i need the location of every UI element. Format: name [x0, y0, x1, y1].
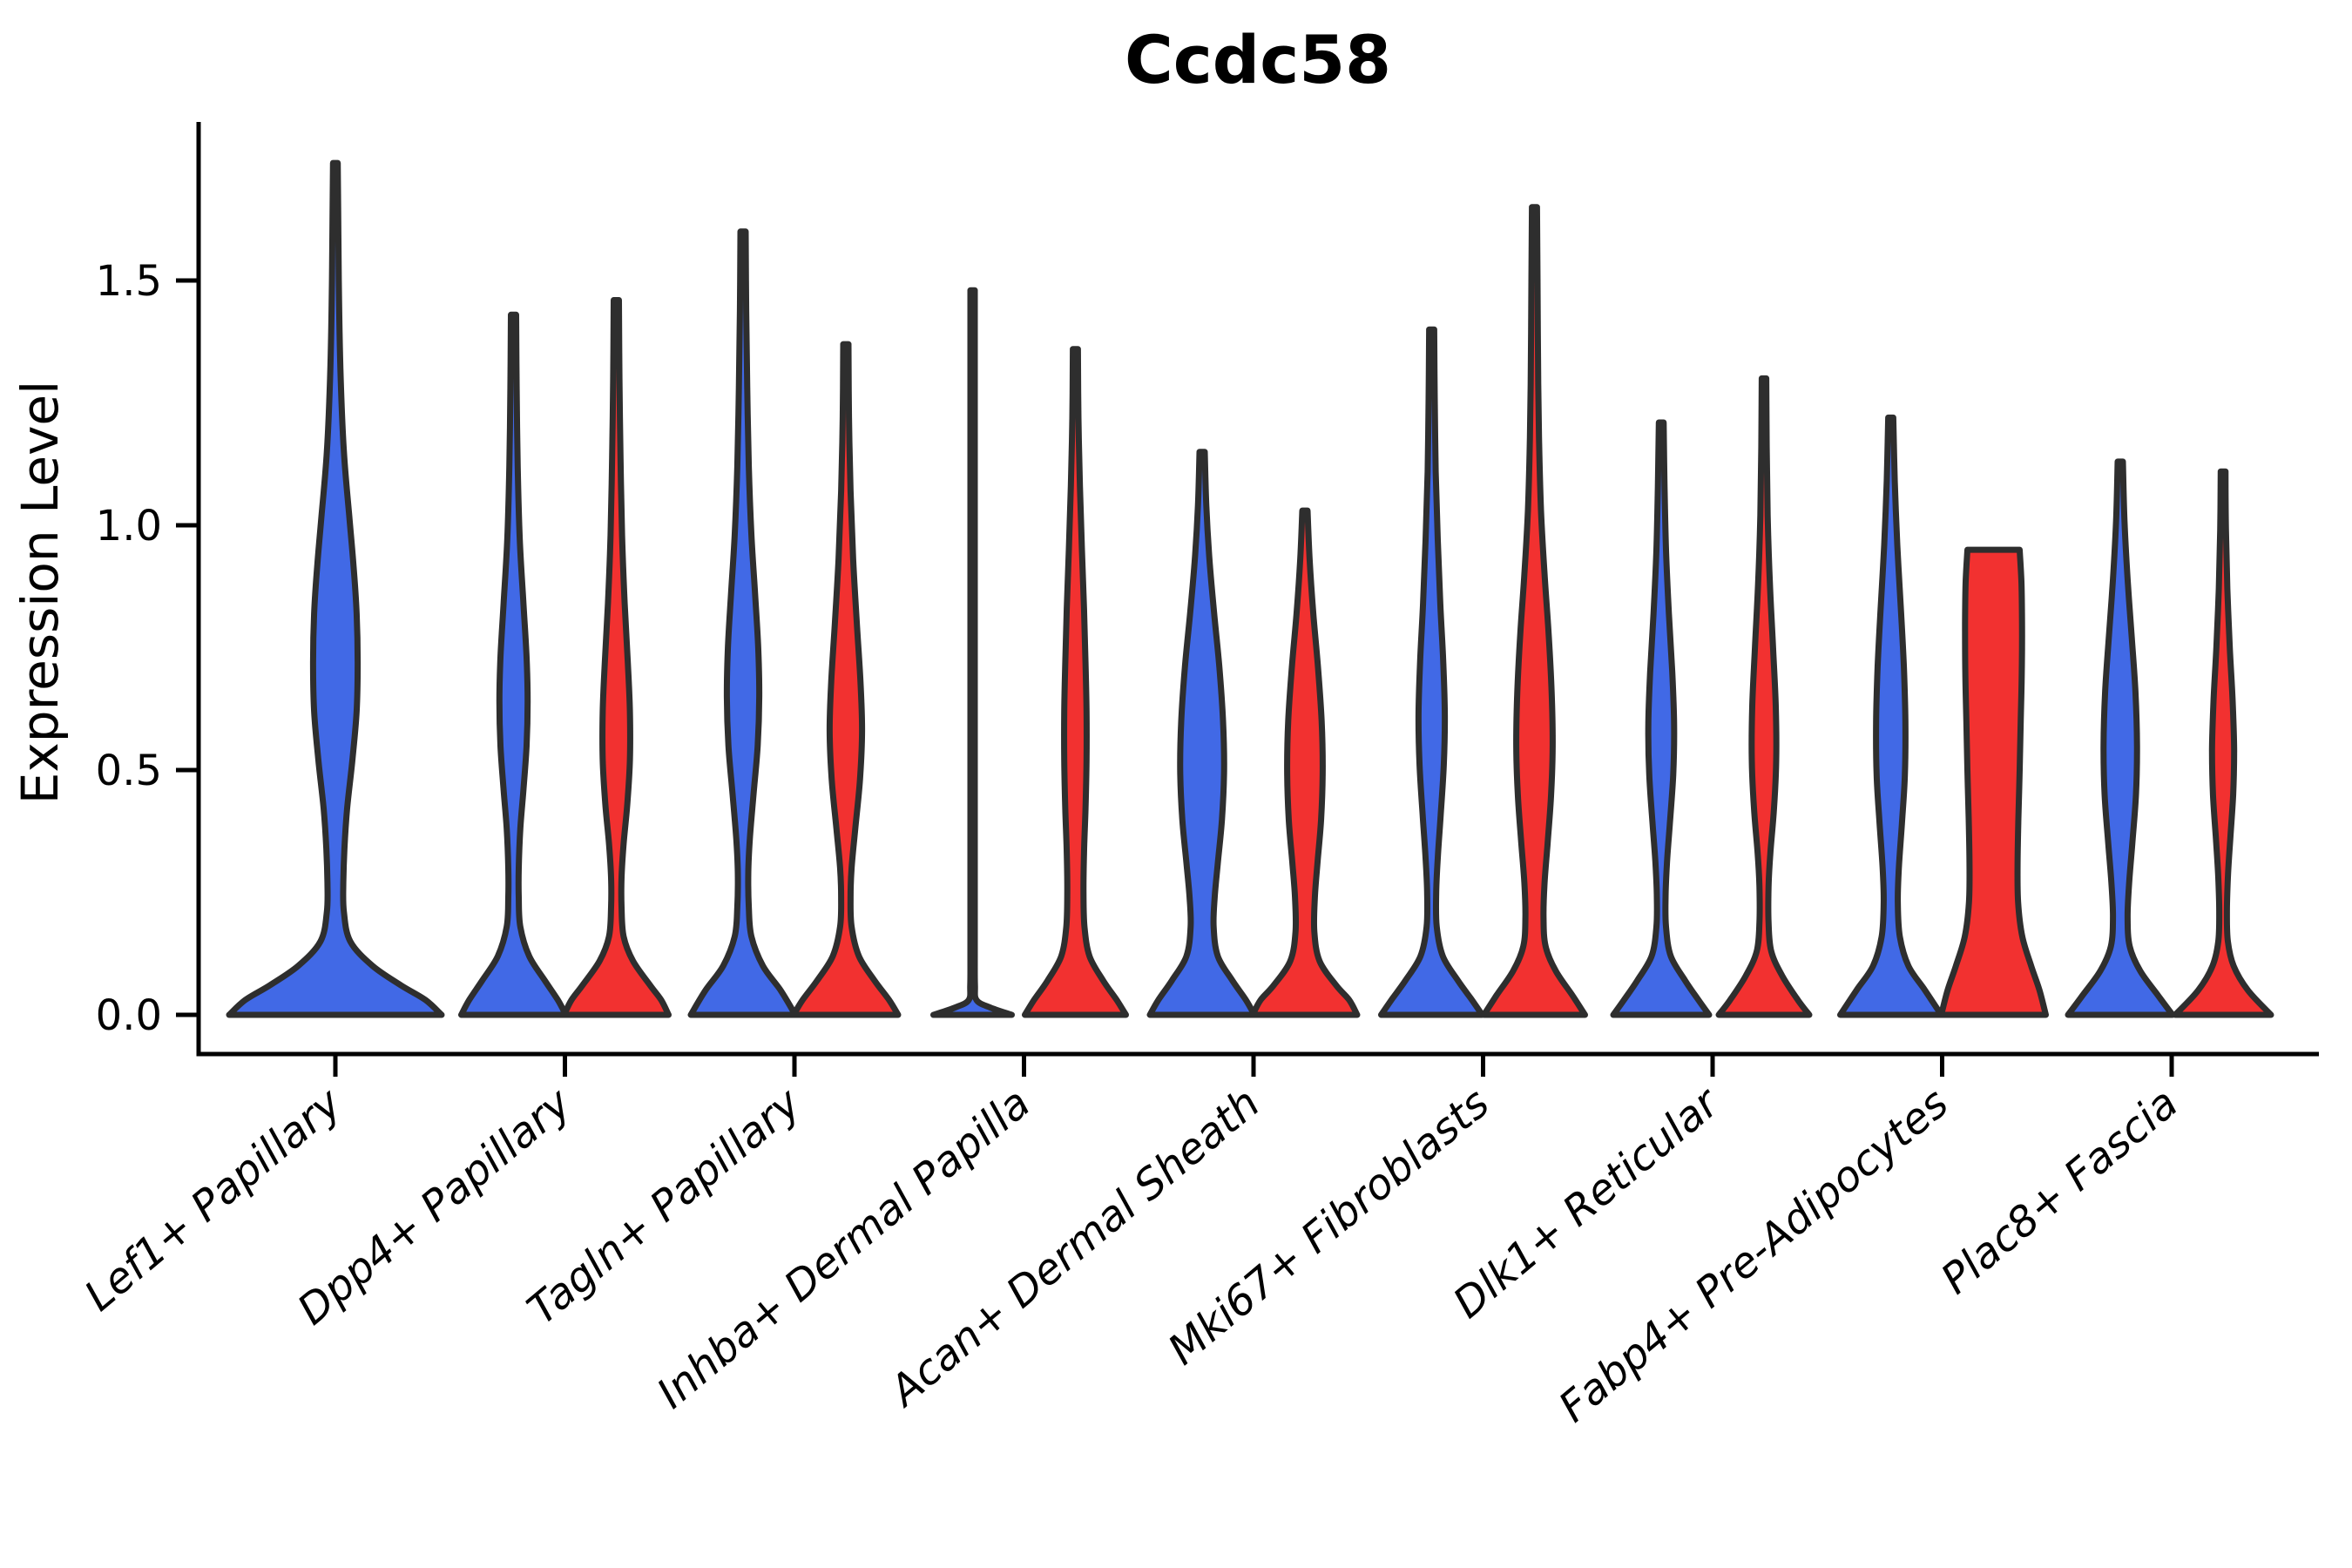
violin-mki67-fibroblasts-red	[1481, 204, 1588, 1018]
violins-layer	[226, 159, 2274, 1018]
y-axis-label: Expression Level	[10, 381, 70, 804]
axes-layer	[196, 122, 2319, 1057]
violin-plac8-fascia-blue	[2065, 458, 2176, 1018]
violin-tagln-papillary-red	[790, 341, 902, 1018]
violin-tagln-papillary-blue	[687, 228, 799, 1018]
y-ticks-layer: 0.0 0.5 1.0 1.5	[96, 257, 199, 1040]
y-tick-label: 1.5	[96, 257, 162, 306]
violin-dlk1-reticular-blue	[1610, 419, 1713, 1018]
x-tick-label: Fabp4+ Pre-Adipocytes	[1550, 1078, 1957, 1432]
violin-inhba-dermal-papilla-blue	[930, 287, 1015, 1018]
chart-title: Ccdc58	[1125, 21, 1391, 98]
violin-fabp4-pre-adipocytes-blue	[1837, 414, 1944, 1018]
violin-lef1-papillary-blue	[226, 159, 445, 1018]
y-tick-label: 0.5	[96, 747, 162, 795]
violin-acan-dermal-sheath-red	[1249, 507, 1361, 1018]
y-tick-label: 1.0	[96, 502, 162, 551]
violin-dpp4-papillary-blue	[458, 311, 569, 1018]
violin-plac8-fascia-red	[2172, 468, 2274, 1018]
violin-fabp4-pre-adipocytes-red	[1938, 546, 2049, 1018]
violin-inhba-dermal-papilla-red	[1022, 346, 1129, 1018]
x-tick-label: Plac8+ Fascia	[1932, 1078, 2187, 1303]
x-tick-label: Acan+ Dermal Sheath	[879, 1078, 1269, 1416]
violin-dpp4-papillary-red	[561, 297, 672, 1018]
x-tick-label: Inhba+ Dermal Papilla	[648, 1078, 1039, 1418]
violin-dlk1-reticular-red	[1715, 375, 1813, 1018]
y-tick-label: 0.0	[96, 991, 162, 1040]
violin-mki67-fibroblasts-blue	[1378, 326, 1485, 1018]
violin-acan-dermal-sheath-blue	[1146, 449, 1258, 1018]
